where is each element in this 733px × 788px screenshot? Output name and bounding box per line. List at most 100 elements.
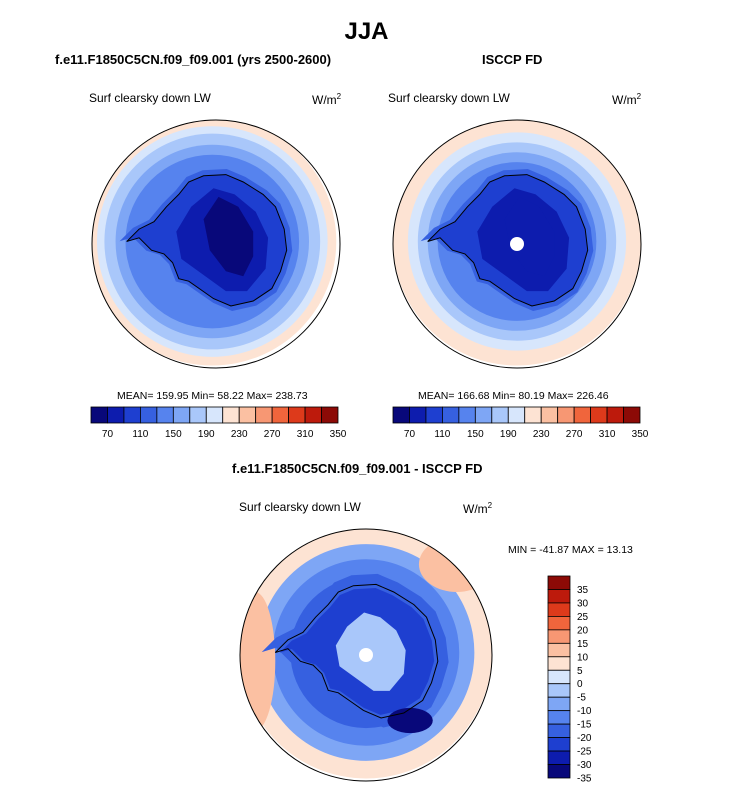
colorbar-box (547, 575, 571, 590)
colorbar-box (547, 710, 571, 725)
colorbar-tick-label: 0 (577, 679, 583, 690)
colorbar-tick-label: 270 (566, 429, 583, 440)
colorbar-box (507, 406, 526, 424)
colorbar-tick-label: 30 (577, 598, 589, 609)
colorbar-box (547, 764, 571, 779)
contour-band (387, 707, 433, 734)
colorbar-box (547, 696, 571, 712)
colorbar-tick-label: -5 (577, 693, 586, 704)
colorbar-box (524, 406, 542, 424)
colorbar-box (606, 406, 624, 424)
colorbar-tick-label: 15 (577, 639, 589, 650)
panel-1-units: W/m2 (312, 92, 342, 107)
coastline (126, 174, 288, 307)
map-boundary (91, 119, 341, 369)
colorbar-box (547, 683, 571, 698)
map-boundary (392, 119, 642, 369)
colorbar-box (540, 406, 559, 424)
colorbar-tick-label: 110 (434, 429, 450, 440)
colorbar-box (271, 406, 289, 424)
colorbar-box (590, 406, 608, 424)
diff-stats: MIN = -41.87 MAX = 13.13 (508, 544, 633, 556)
colorbar-tick-label: 190 (500, 429, 517, 440)
panel-1-title: f.e11.F1850C5CN.f09_f09.001 (yrs 2500-26… (55, 52, 332, 67)
polar-map-2 (392, 119, 642, 369)
colorbar-box (458, 406, 476, 424)
colorbar-tick-label: 25 (577, 612, 589, 623)
contour-band (418, 536, 492, 593)
colorbar-tick-label: -15 (577, 720, 592, 731)
colorbar-tick-label: 10 (577, 652, 589, 663)
colorbar-box (172, 406, 191, 424)
colorbar-box (321, 406, 339, 424)
pole-hole (359, 648, 373, 662)
colorbar-box (255, 406, 273, 424)
colorbar-box (238, 406, 257, 424)
colorbar-box (547, 656, 571, 671)
colorbar-box (288, 406, 306, 424)
colorbar-box (547, 750, 571, 765)
contour-band (504, 196, 555, 277)
contour-band (203, 196, 254, 277)
colorbar-tick-label: 190 (198, 429, 215, 440)
diff-units: W/m2 (463, 501, 493, 516)
colorbar-tick-label: 70 (102, 429, 114, 440)
colorbar-box (189, 406, 207, 424)
page-title: JJA (344, 18, 389, 45)
colorbar-tick-label: 5 (577, 666, 583, 677)
colorbar-box (547, 669, 571, 685)
colorbar-tick-label: 150 (165, 429, 182, 440)
colorbar-box (409, 406, 427, 424)
colorbar-tick-label: 150 (467, 429, 484, 440)
colorbar-tick-label: 70 (404, 429, 416, 440)
panel-2-variable: Surf clearsky down LW (388, 91, 510, 105)
coastline (274, 583, 439, 719)
polar-map-3 (239, 528, 493, 782)
colorbar-tick-label: -25 (577, 747, 592, 758)
colorbar-box (547, 723, 571, 739)
colorbar-1: 70 110 150 190 230 270 310 350 (90, 406, 347, 440)
colorbar-box (547, 616, 571, 631)
colorbar-2: 70 110 150 190 230 270 310 350 (392, 406, 649, 440)
colorbar-box (573, 406, 592, 424)
colorbar-box (547, 589, 571, 604)
panel-2-title: ISCCP FD (482, 52, 543, 67)
colorbar-tick-label: -20 (577, 733, 592, 744)
panel-1-variable: Surf clearsky down LW (89, 91, 211, 105)
colorbar-box (392, 406, 410, 424)
coastline (427, 174, 589, 307)
colorbar-box (90, 406, 108, 424)
colorbar-tick-label: 20 (577, 625, 589, 636)
colorbar-box (547, 629, 571, 644)
colorbar-tick-label: 350 (330, 429, 347, 440)
panel-2-units: W/m2 (612, 92, 642, 107)
colorbar-tick-label: 110 (132, 429, 148, 440)
colorbar-box (205, 406, 224, 424)
colorbar-tick-label: 230 (231, 429, 248, 440)
colorbar-tick-label: 310 (599, 429, 616, 440)
colorbar-box (623, 406, 641, 424)
colorbar-box (222, 406, 240, 424)
colorbar-tick-label: 270 (264, 429, 281, 440)
colorbar-box (491, 406, 509, 424)
colorbar-box (425, 406, 443, 424)
colorbar-tick-label: -10 (577, 706, 592, 717)
colorbar-box (107, 406, 125, 424)
diff-variable: Surf clearsky down LW (239, 500, 361, 514)
colorbar-box (123, 406, 141, 424)
colorbar-box (139, 406, 158, 424)
polar-map-1 (91, 119, 341, 369)
colorbar-box (156, 406, 174, 424)
colorbar-tick-label: 310 (297, 429, 314, 440)
colorbar-box (441, 406, 460, 424)
colorbar-tick-label: 35 (577, 585, 589, 596)
panel-1-stats: MEAN= 159.95 Min= 58.22 Max= 238.73 (117, 390, 308, 402)
colorbar-box (547, 737, 571, 752)
colorbar-box (547, 642, 571, 658)
colorbar-box (557, 406, 575, 424)
colorbar-tick-label: 230 (533, 429, 550, 440)
colorbar-tick-label: -35 (577, 774, 592, 785)
contour-band (240, 592, 276, 731)
colorbar-tick-label: 350 (632, 429, 649, 440)
